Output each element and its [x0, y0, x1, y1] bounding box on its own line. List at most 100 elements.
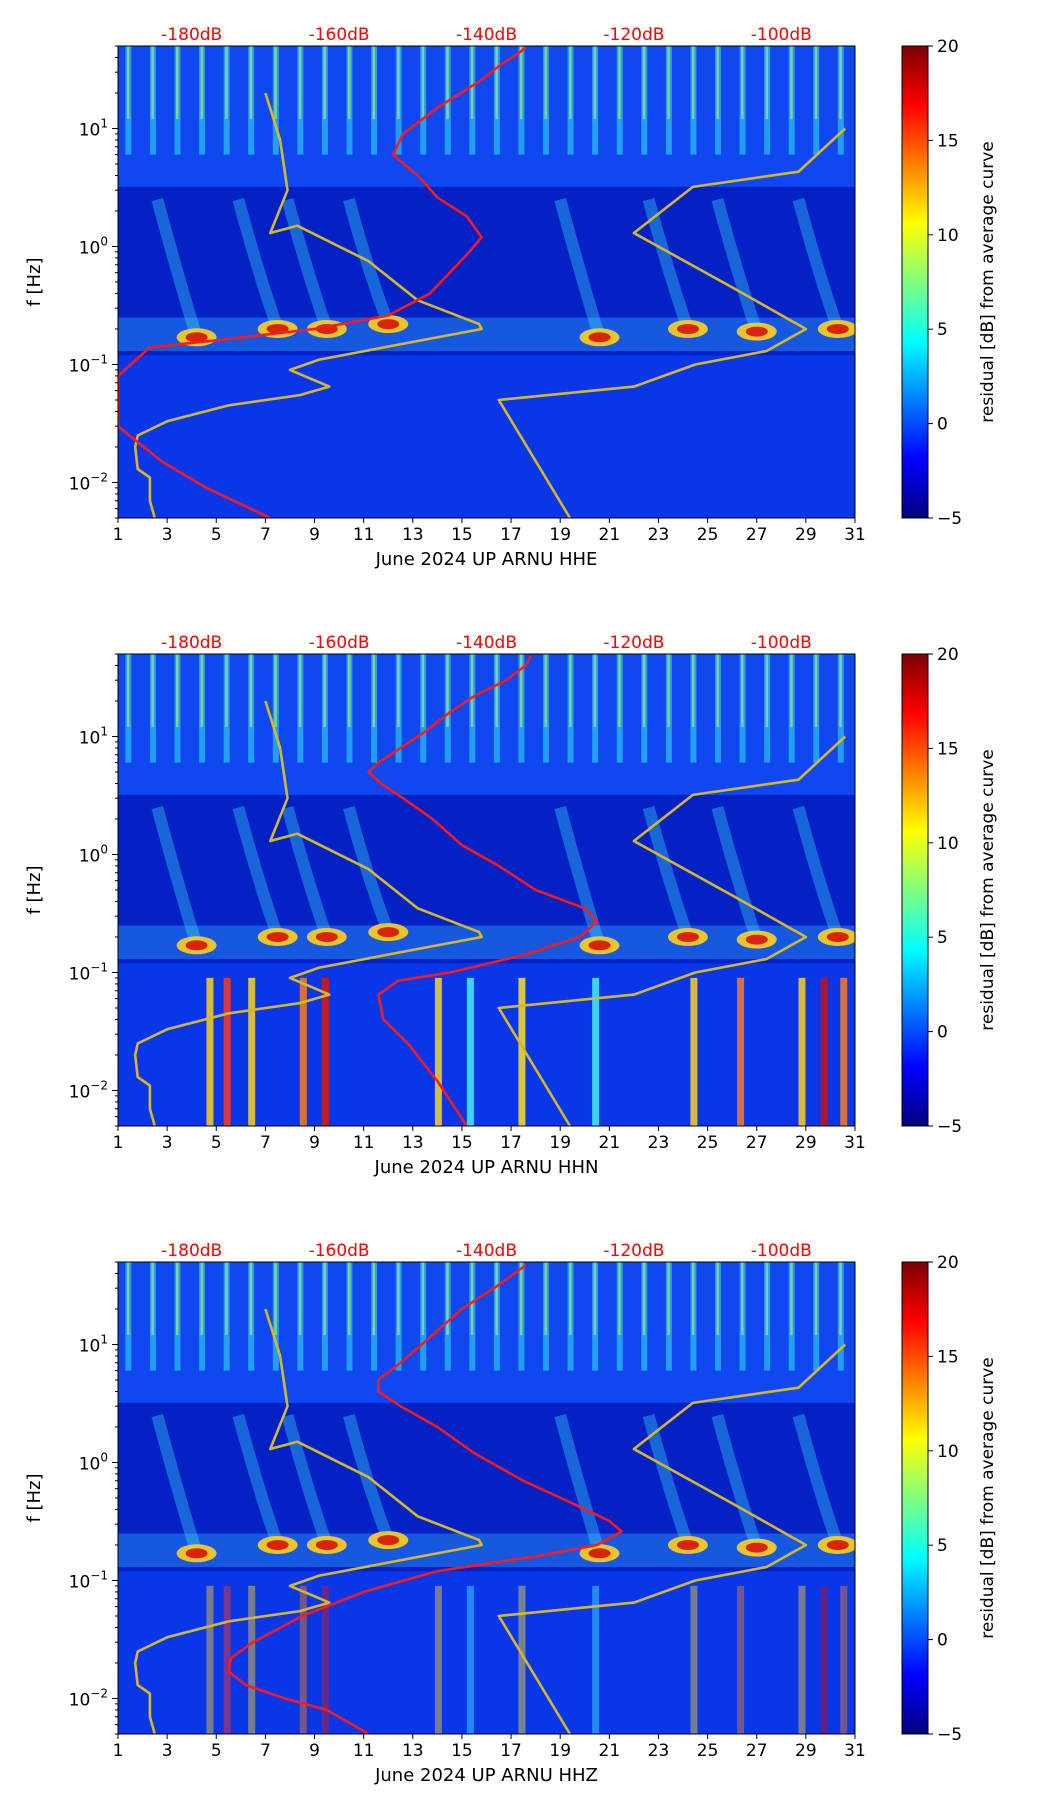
transient-bar	[299, 1585, 307, 1734]
daily-noise-core	[544, 46, 548, 120]
transient-bar	[248, 977, 256, 1126]
storm-peak-core	[588, 940, 611, 951]
daily-noise-core	[126, 654, 130, 728]
daily-noise-core	[200, 1262, 204, 1336]
x-tick-label: 27	[746, 1741, 768, 1761]
daily-noise-core	[593, 1262, 597, 1336]
transient-bar	[518, 977, 526, 1126]
storm-streak	[232, 197, 284, 331]
x-tick-label: 21	[599, 1741, 621, 1761]
x-tick-label: 31	[844, 1133, 866, 1153]
daily-noise-core	[298, 654, 302, 728]
storm-streak	[281, 197, 333, 331]
daily-noise-core	[790, 654, 793, 728]
storm-streak	[554, 197, 606, 340]
y-tick-base: 10	[79, 846, 101, 866]
y-tick-label: 101	[79, 724, 108, 748]
y-tick-exponent: 0	[100, 1450, 108, 1464]
psd-curve-line	[227, 1264, 623, 1734]
x-tick-label: 5	[211, 525, 222, 545]
transient-bar	[206, 1585, 214, 1734]
daily-noise-core	[249, 1262, 253, 1336]
daily-noise-core	[593, 46, 597, 120]
storm-peak-core	[377, 927, 400, 938]
daily-noise-core	[176, 1262, 179, 1336]
y-tick-base: 10	[69, 474, 91, 494]
storm-streak	[792, 1413, 844, 1547]
x-tick-label: 3	[162, 1741, 173, 1761]
daily-noise-core	[397, 46, 400, 120]
x-tick-label: 21	[599, 1133, 621, 1153]
transient-bar	[798, 1585, 806, 1734]
transient-bar	[223, 1585, 231, 1734]
colorbar-tick-label: 5	[937, 320, 948, 340]
primary-microseism-band	[118, 1533, 855, 1568]
daily-noise-core	[200, 46, 204, 120]
storm-streak	[232, 1413, 284, 1547]
daily-noise-core	[667, 46, 670, 120]
storm-peak-core	[676, 323, 699, 334]
daily-noise-core	[372, 46, 376, 120]
daily-noise-core	[176, 654, 179, 728]
daily-noise-core	[470, 654, 474, 728]
daily-noise-core	[274, 46, 277, 120]
x-tick-label: 9	[309, 525, 320, 545]
x-tick-label: 5	[211, 1741, 222, 1761]
storm-peak-core	[826, 323, 849, 334]
storm-streak	[343, 805, 394, 935]
y-tick-label: 10−2	[69, 470, 108, 494]
db-scale-label: -160dB	[309, 633, 370, 653]
storm-peak-core	[745, 326, 768, 337]
daily-noise-core	[298, 46, 302, 120]
y-tick-base: 10	[69, 964, 91, 984]
y-tick-exponent: 1	[100, 1332, 108, 1346]
x-tick-label: 29	[795, 525, 817, 545]
transient-bar	[321, 977, 329, 1126]
microseism-band	[118, 794, 855, 964]
storm-streak	[642, 805, 694, 939]
daily-noise-core	[347, 46, 351, 120]
storm-streak	[554, 1413, 606, 1556]
daily-noise-core	[372, 1262, 376, 1336]
transient-bar	[737, 1585, 745, 1734]
transient-bar	[690, 977, 698, 1126]
storm-streak	[711, 197, 763, 334]
colorbar-tick-label: 20	[937, 37, 959, 57]
x-tick-label: 19	[549, 1741, 571, 1761]
db-scale-label: -140dB	[456, 633, 517, 653]
daily-noise-core	[765, 46, 769, 120]
daily-noise-core	[519, 1262, 523, 1336]
storm-streak	[343, 197, 394, 327]
daily-noise-core	[421, 46, 425, 120]
x-tick-label: 15	[451, 1741, 473, 1761]
daily-noise-core	[839, 654, 842, 728]
daily-noise-core	[691, 46, 695, 120]
primary-microseism-band	[118, 925, 855, 960]
transient-bar	[840, 977, 848, 1126]
storm-streak	[792, 805, 844, 939]
daily-noise-core	[667, 654, 670, 728]
y-tick-label: 101	[79, 116, 108, 140]
colorbar-tick-label: −5	[937, 1725, 962, 1745]
storm-peak-core	[266, 1539, 289, 1550]
transient-bar	[518, 1585, 526, 1734]
storm-peak-core	[588, 1548, 611, 1559]
daily-noise-core	[249, 654, 253, 728]
daily-noise-core	[323, 46, 326, 120]
db-scale-label: -180dB	[161, 1241, 222, 1261]
daily-noise-core	[741, 46, 744, 120]
microseism-band	[118, 186, 855, 356]
x-tick-label: 11	[353, 1741, 375, 1761]
daily-noise-core	[323, 1262, 326, 1336]
db-scale-label: -180dB	[161, 633, 222, 653]
x-tick-label: 11	[353, 1133, 375, 1153]
transient-bar	[206, 977, 214, 1126]
daily-noise-core	[839, 1262, 842, 1336]
storm-peak-core	[377, 1535, 400, 1546]
y-tick-exponent: −1	[90, 352, 108, 366]
y-tick-label: 100	[79, 842, 108, 866]
